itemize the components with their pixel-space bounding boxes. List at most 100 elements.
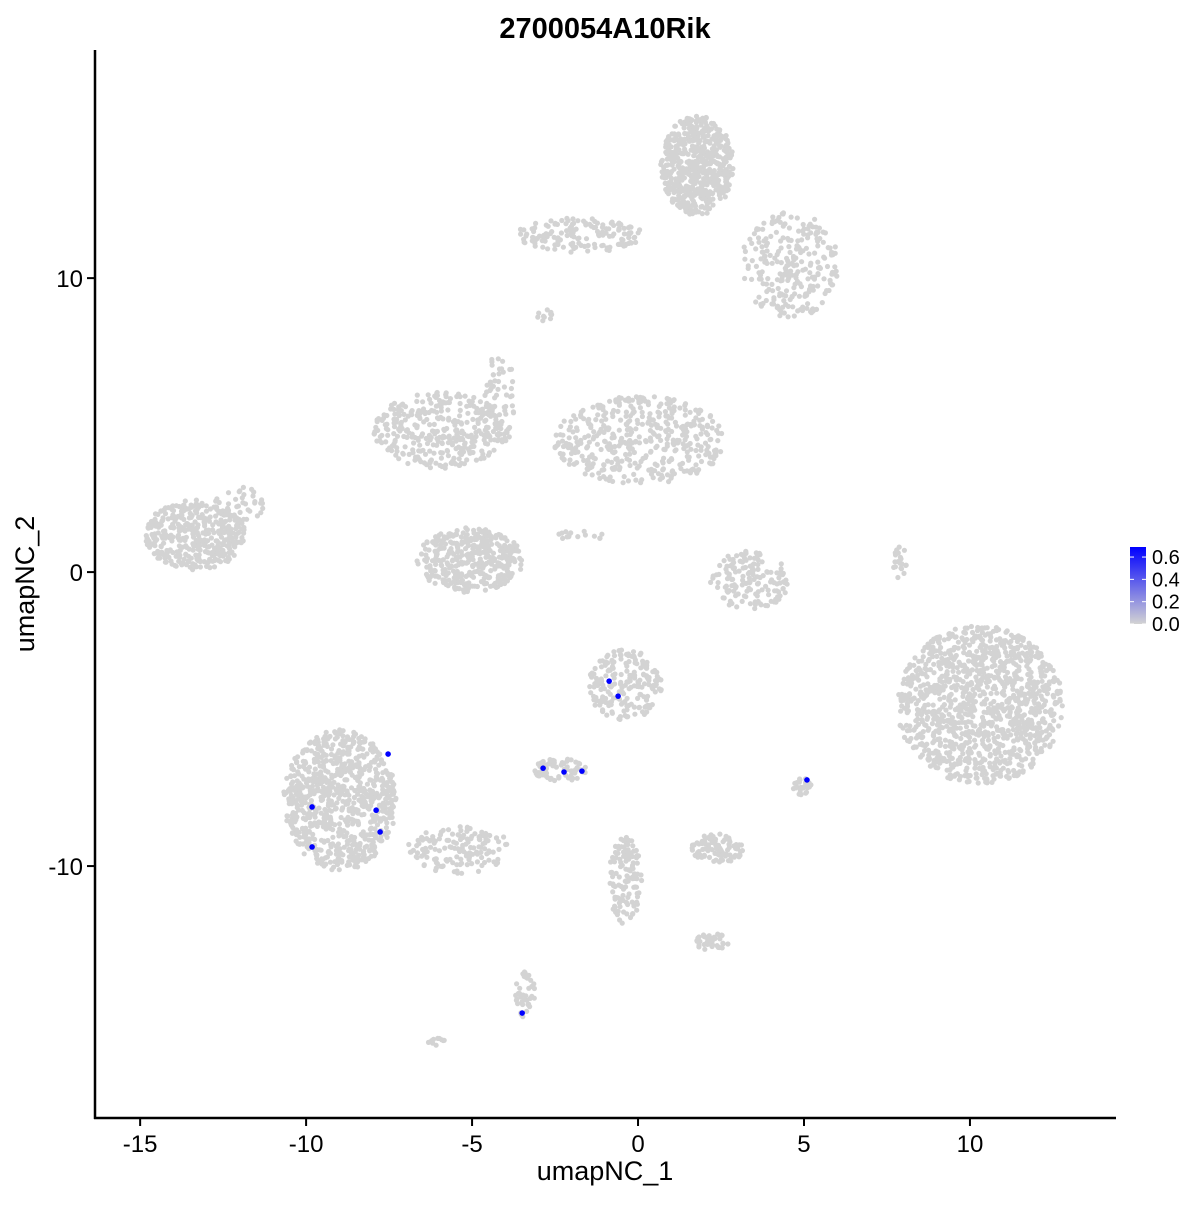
cell-point [953, 741, 959, 747]
cell-point [952, 772, 959, 778]
cell-point [418, 433, 425, 439]
cell-point [691, 422, 697, 428]
cell-point [639, 421, 646, 427]
cell-point [618, 671, 624, 678]
cell-point [551, 234, 557, 240]
cell-point [684, 159, 690, 165]
cell-point [755, 557, 761, 563]
cell-point [981, 650, 987, 656]
cell-point [589, 472, 595, 478]
cell-point [438, 562, 444, 568]
cell-point [995, 671, 1001, 677]
cell-point [639, 413, 646, 420]
cell-point [420, 406, 427, 412]
cell-point [571, 461, 577, 467]
cell-point [295, 841, 301, 847]
cell-point [504, 557, 510, 563]
cell-point [445, 561, 451, 568]
cell-point [570, 216, 576, 222]
cell-point [589, 216, 595, 222]
cell-point [646, 467, 652, 473]
cell-point [1002, 706, 1008, 712]
cell-point [226, 526, 232, 533]
cell-point [215, 540, 221, 546]
cell-point [963, 740, 969, 746]
cell-point [784, 263, 790, 269]
cell-point [984, 665, 990, 671]
cell-point [681, 194, 687, 200]
cell-point [218, 517, 224, 523]
cell-point [768, 598, 774, 604]
cell-point [1039, 704, 1045, 710]
cell-point [444, 448, 451, 454]
cell-point [722, 584, 728, 590]
cell-point [810, 283, 816, 290]
cell-point [1006, 775, 1012, 781]
cell-point [1000, 691, 1006, 697]
cell-point [344, 862, 350, 869]
cell-point [160, 528, 167, 535]
cell-point [819, 300, 825, 306]
cell-point [296, 829, 302, 835]
cell-point [548, 218, 554, 224]
cell-point [326, 848, 332, 855]
cell-point [707, 197, 713, 203]
cell-point [391, 789, 397, 795]
cell-point [398, 419, 404, 425]
cell-point [980, 689, 986, 695]
cell-point [688, 446, 694, 452]
cell-point [720, 162, 727, 168]
cell-point [946, 649, 952, 655]
cell-point [367, 848, 373, 854]
cell-point [337, 826, 343, 832]
cell-point [364, 751, 370, 757]
cell-point [637, 405, 644, 411]
cell-point [775, 248, 782, 255]
cell-point [977, 760, 983, 766]
cell-point [409, 408, 415, 414]
cell-point [453, 427, 459, 434]
cell-point [1016, 667, 1022, 674]
cell-point [749, 240, 755, 246]
cell-point [359, 812, 365, 818]
cell-point [970, 653, 976, 659]
cell-point [391, 431, 397, 437]
cell-point [472, 424, 478, 430]
cell-point [471, 394, 477, 401]
cell-point [651, 394, 658, 400]
cell-point [402, 417, 408, 423]
cell-point [696, 139, 702, 145]
cell-point [618, 656, 624, 662]
cell-point [454, 431, 460, 438]
cell-point [290, 767, 297, 773]
cell-point [945, 636, 952, 642]
cell-point [454, 556, 460, 563]
cell-point [446, 548, 453, 554]
cell-point [708, 579, 714, 586]
cell-point [348, 834, 355, 840]
cell-point [965, 774, 971, 780]
cell-point [716, 423, 722, 429]
cell-point [623, 397, 630, 403]
cell-point [592, 665, 598, 672]
cell-point [300, 748, 306, 754]
cell-point [676, 437, 682, 444]
cell-point [669, 428, 675, 435]
cell-point [707, 413, 714, 419]
cell-point [457, 413, 463, 419]
cell-point [596, 698, 602, 704]
cell-point [1000, 742, 1006, 749]
cell-point [909, 680, 915, 686]
cell-point [1042, 708, 1048, 715]
cell-point [179, 562, 185, 568]
cell-point [958, 735, 964, 742]
cell-point [691, 153, 697, 159]
cell-point [194, 524, 201, 531]
cell-point [427, 396, 433, 402]
cell-point [570, 240, 576, 246]
cell-point [941, 756, 947, 762]
cell-point [184, 544, 190, 551]
cell-point [603, 659, 609, 665]
cell-point [427, 422, 433, 428]
cell-point [650, 669, 656, 675]
